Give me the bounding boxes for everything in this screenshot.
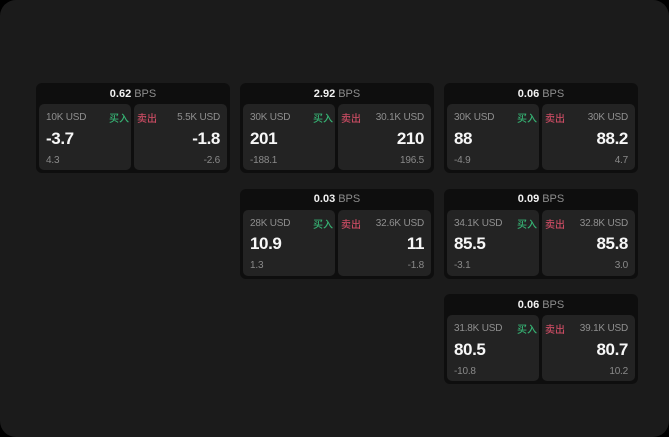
sell-side-label: 卖出 xyxy=(341,110,361,125)
sell-quote-tile[interactable]: 卖出 39.1K USD 80.7 10.2 xyxy=(542,315,635,381)
quote-cards-grid: 0.62 BPS 10K USD 买入 -3.7 4.3 卖出 5.5K USD… xyxy=(36,83,638,384)
buy-price-value: -3.7 xyxy=(46,128,74,148)
buy-delta-value: 4.3 xyxy=(46,154,60,166)
spread-unit-label: BPS xyxy=(338,193,361,206)
sell-size-label: 39.1K USD xyxy=(579,323,628,334)
card-spread-header: 0.62 BPS xyxy=(39,83,227,104)
card-spread-header: 0.06 BPS xyxy=(447,294,635,315)
spread-value: 0.09 xyxy=(517,193,540,206)
spread-value: 0.06 xyxy=(517,298,540,311)
quote-card[interactable]: 0.62 BPS 10K USD 买入 -3.7 4.3 卖出 5.5K USD… xyxy=(36,83,230,173)
sell-quote-tile[interactable]: 卖出 32.6K USD 11 -1.8 xyxy=(338,209,431,276)
sell-price-value: -1.8 xyxy=(192,128,220,148)
sell-size-label: 30K USD xyxy=(587,112,628,123)
sell-delta-value: 10.2 xyxy=(609,365,628,377)
card-body: 34.1K USD 买入 85.5 -3.1 卖出 32.8K USD 85.8… xyxy=(447,209,635,276)
sell-size-label: 30.1K USD xyxy=(375,112,424,123)
buy-size-label: 30K USD xyxy=(250,112,291,123)
buy-side-label: 买入 xyxy=(109,110,129,125)
sell-quote-tile[interactable]: 卖出 30.1K USD 210 196.5 xyxy=(338,104,431,170)
spread-unit-label: BPS xyxy=(542,298,565,311)
sell-side-label: 卖出 xyxy=(341,215,361,231)
buy-size-label: 31.8K USD xyxy=(454,323,503,334)
card-spread-header: 0.09 BPS xyxy=(447,189,635,210)
buy-delta-value: -188.1 xyxy=(250,154,278,166)
spread-unit-label: BPS xyxy=(542,87,565,100)
sell-price-value: 11 xyxy=(406,234,425,253)
quote-card[interactable]: 0.06 BPS 30K USD 买入 88 -4.9 卖出 30K USD 8… xyxy=(444,83,638,173)
sell-size-label: 32.6K USD xyxy=(375,217,424,229)
buy-side-label: 买入 xyxy=(313,215,333,231)
spread-value: 0.62 xyxy=(109,87,132,100)
sell-quote-tile[interactable]: 卖出 32.8K USD 85.8 3.0 xyxy=(542,209,635,276)
sell-side-label: 卖出 xyxy=(545,321,565,336)
spread-unit-label: BPS xyxy=(134,87,157,100)
spread-unit-label: BPS xyxy=(542,193,565,206)
sell-delta-value: -2.6 xyxy=(203,154,221,166)
card-body: 31.8K USD 买入 80.5 -10.8 卖出 39.1K USD 80.… xyxy=(447,315,635,381)
buy-price-value: 85.5 xyxy=(454,234,486,253)
quote-card[interactable]: 0.09 BPS 34.1K USD 买入 85.5 -3.1 卖出 32.8K… xyxy=(444,188,638,279)
buy-delta-value: 1.3 xyxy=(250,260,264,271)
sell-size-label: 5.5K USD xyxy=(177,112,220,123)
buy-side-label: 买入 xyxy=(517,321,537,336)
card-body: 28K USD 买入 10.9 1.3 卖出 32.6K USD 11 -1.8 xyxy=(243,209,431,276)
buy-side-label: 买入 xyxy=(517,110,537,125)
buy-price-value: 88 xyxy=(454,128,473,148)
spread-unit-label: BPS xyxy=(338,87,361,100)
sell-side-label: 卖出 xyxy=(545,110,565,125)
card-body: 30K USD 买入 201 -188.1 卖出 30.1K USD 210 1… xyxy=(243,104,431,170)
buy-quote-tile[interactable]: 30K USD 买入 201 -188.1 xyxy=(243,104,335,170)
spread-value: 2.92 xyxy=(313,87,336,100)
buy-size-label: 30K USD xyxy=(454,112,495,123)
buy-quote-tile[interactable]: 30K USD 买入 88 -4.9 xyxy=(447,104,539,170)
buy-quote-tile[interactable]: 31.8K USD 买入 80.5 -10.8 xyxy=(447,315,539,381)
sell-quote-tile[interactable]: 卖出 30K USD 88.2 4.7 xyxy=(542,104,635,170)
sell-delta-value: 3.0 xyxy=(614,260,629,271)
sell-quote-tile[interactable]: 卖出 5.5K USD -1.8 -2.6 xyxy=(134,104,227,170)
buy-size-label: 10K USD xyxy=(46,112,87,123)
buy-quote-tile[interactable]: 10K USD 买入 -3.7 4.3 xyxy=(39,104,131,170)
sell-delta-value: 4.7 xyxy=(614,154,629,166)
quote-card[interactable]: 2.92 BPS 30K USD 买入 201 -188.1 卖出 30.1K … xyxy=(240,83,434,173)
sell-delta-value: -1.8 xyxy=(407,260,425,271)
sell-price-value: 88.2 xyxy=(596,128,629,148)
sell-delta-value: 196.5 xyxy=(399,154,424,166)
sell-side-label: 卖出 xyxy=(545,215,565,231)
card-spread-header: 0.06 BPS xyxy=(447,83,635,104)
buy-price-value: 10.9 xyxy=(250,234,282,253)
sell-price-value: 210 xyxy=(396,128,425,148)
sell-price-value: 85.8 xyxy=(596,234,629,253)
quote-card[interactable]: 0.03 BPS 28K USD 买入 10.9 1.3 卖出 32.6K US… xyxy=(240,188,434,279)
sell-size-label: 32.8K USD xyxy=(579,217,628,229)
buy-size-label: 34.1K USD xyxy=(454,217,503,229)
spread-value: 0.06 xyxy=(517,87,540,100)
buy-quote-tile[interactable]: 28K USD 买入 10.9 1.3 xyxy=(243,209,335,276)
buy-side-label: 买入 xyxy=(313,110,333,125)
buy-side-label: 买入 xyxy=(517,215,537,231)
buy-delta-value: -4.9 xyxy=(454,154,471,166)
sell-side-label: 卖出 xyxy=(137,110,157,125)
spread-value: 0.03 xyxy=(313,193,336,206)
card-spread-header: 2.92 BPS xyxy=(243,83,431,104)
quote-card[interactable]: 0.06 BPS 31.8K USD 买入 80.5 -10.8 卖出 39.1… xyxy=(444,294,638,384)
sell-price-value: 80.7 xyxy=(596,339,629,359)
buy-size-label: 28K USD xyxy=(250,217,291,229)
buy-delta-value: -3.1 xyxy=(454,260,471,271)
buy-delta-value: -10.8 xyxy=(454,365,476,377)
buy-quote-tile[interactable]: 34.1K USD 买入 85.5 -3.1 xyxy=(447,209,539,276)
buy-price-value: 201 xyxy=(250,128,278,148)
buy-price-value: 80.5 xyxy=(454,339,486,359)
card-body: 10K USD 买入 -3.7 4.3 卖出 5.5K USD -1.8 -2.… xyxy=(39,104,227,170)
card-spread-header: 0.03 BPS xyxy=(243,189,431,210)
card-body: 30K USD 买入 88 -4.9 卖出 30K USD 88.2 4.7 xyxy=(447,104,635,170)
